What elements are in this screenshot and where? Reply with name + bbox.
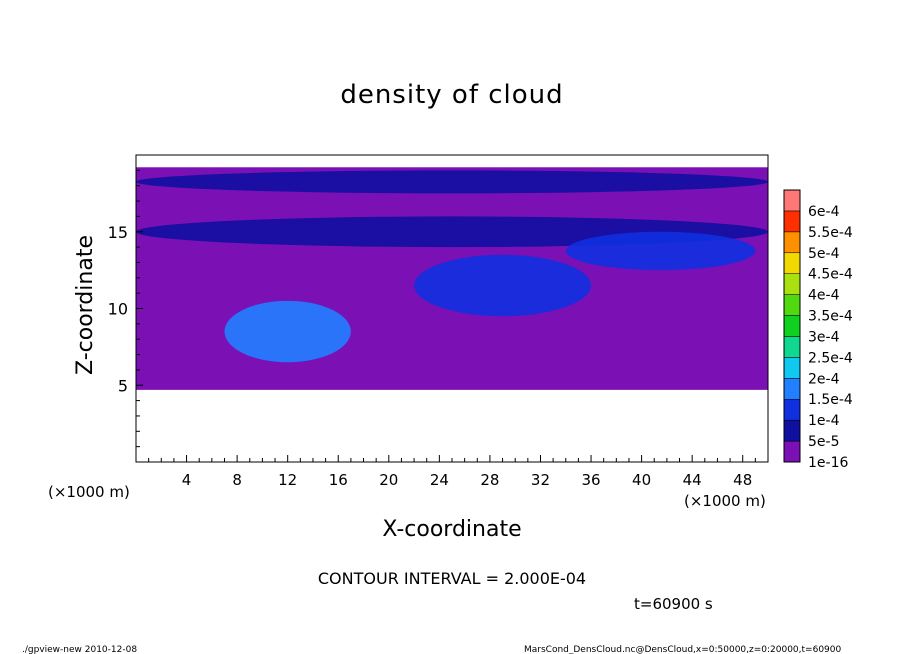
cloud-field: [136, 167, 768, 390]
colorbar-label: 5e-5: [808, 434, 839, 450]
colorbar-swatch: [783, 378, 801, 400]
y-axis-ticks: 5 10 15: [108, 169, 143, 448]
x-tick-label: 40: [632, 471, 651, 489]
colorbar-swatch: [783, 210, 801, 233]
x-tick-label: 16: [329, 471, 348, 489]
cloud-region-upper-band: [136, 170, 768, 194]
cloud-region-central-patch: [414, 254, 592, 317]
x-tick-label: 8: [232, 471, 242, 489]
x-tick-label: 12: [278, 471, 297, 489]
colorbar-label: 5.5e-4: [808, 225, 853, 241]
y-tick-label: 10: [108, 300, 128, 319]
footer-right: MarsCond_DensCloud.nc@DensCloud,x=0:5000…: [524, 645, 841, 654]
colorbar-label: 4.5e-4: [808, 267, 853, 283]
x-tick-label: 48: [733, 471, 752, 489]
colorbar-swatch: [783, 336, 801, 358]
x-tick-label: 4: [182, 471, 192, 489]
chart-title: density of cloud: [340, 80, 563, 110]
colorbar-label: 3e-4: [808, 329, 840, 345]
cloud-region-right-patch: [565, 231, 756, 271]
colorbar-swatch: [783, 419, 801, 442]
colorbar-swatch: [783, 357, 801, 379]
colorbar-swatch: [783, 440, 801, 463]
colorbar-swatch: [783, 273, 801, 295]
plot-area: [135, 154, 769, 463]
colorbar-label: 6e-4: [808, 204, 840, 220]
y-tick-label: 15: [108, 223, 128, 242]
footer-left: ./gpview-new 2010-12-08: [22, 645, 137, 654]
colorbar-label: 3.5e-4: [808, 309, 853, 325]
colorbar-label: 5e-4: [808, 246, 840, 262]
x-axis-label: X-coordinate: [382, 517, 521, 542]
x-tick-label: 32: [531, 471, 550, 489]
x-axis-ticks: 4 8 12 16 20 24 28 32 36 40 44 48: [148, 455, 756, 489]
colorbar-swatch: [783, 189, 801, 212]
time-label: t=60900 s: [634, 595, 713, 613]
colorbar-label: 2.5e-4: [808, 350, 853, 366]
x-tick-label: 24: [430, 471, 449, 489]
cloud-region-left-patch: [224, 300, 351, 363]
colorbar-frame: [783, 189, 801, 463]
colorbar-label: 1e-16: [808, 455, 848, 471]
colorbar-label: 2e-4: [808, 371, 840, 387]
colorbar-swatch: [783, 294, 801, 316]
x-unit-right: (×1000 m): [684, 492, 766, 510]
colorbar-swatch: [783, 231, 801, 254]
x-tick-label: 44: [683, 471, 702, 489]
colorbar-swatch: [783, 252, 801, 274]
y-tick-label: 5: [118, 376, 128, 395]
colorbar-label: 1.5e-4: [808, 392, 853, 408]
x-tick-label: 36: [581, 471, 600, 489]
colorbar-swatch: [783, 398, 801, 421]
colorbar-swatch: [783, 315, 801, 337]
x-unit-left: (×1000 m): [48, 483, 130, 501]
colorbar-label: 1e-4: [808, 413, 840, 429]
contour-interval: CONTOUR INTERVAL = 2.000E-04: [318, 569, 586, 588]
colorbar-label: 4e-4: [808, 288, 840, 304]
x-tick-label: 20: [379, 471, 398, 489]
y-axis-label: Z-coordinate: [73, 235, 98, 375]
colorbar: 1e-16 5e-5 1e-4 1.5e-4 2e-4 2.5e-4 3e-4 3.5e-4 4…: [783, 189, 853, 471]
x-tick-label: 28: [480, 471, 499, 489]
